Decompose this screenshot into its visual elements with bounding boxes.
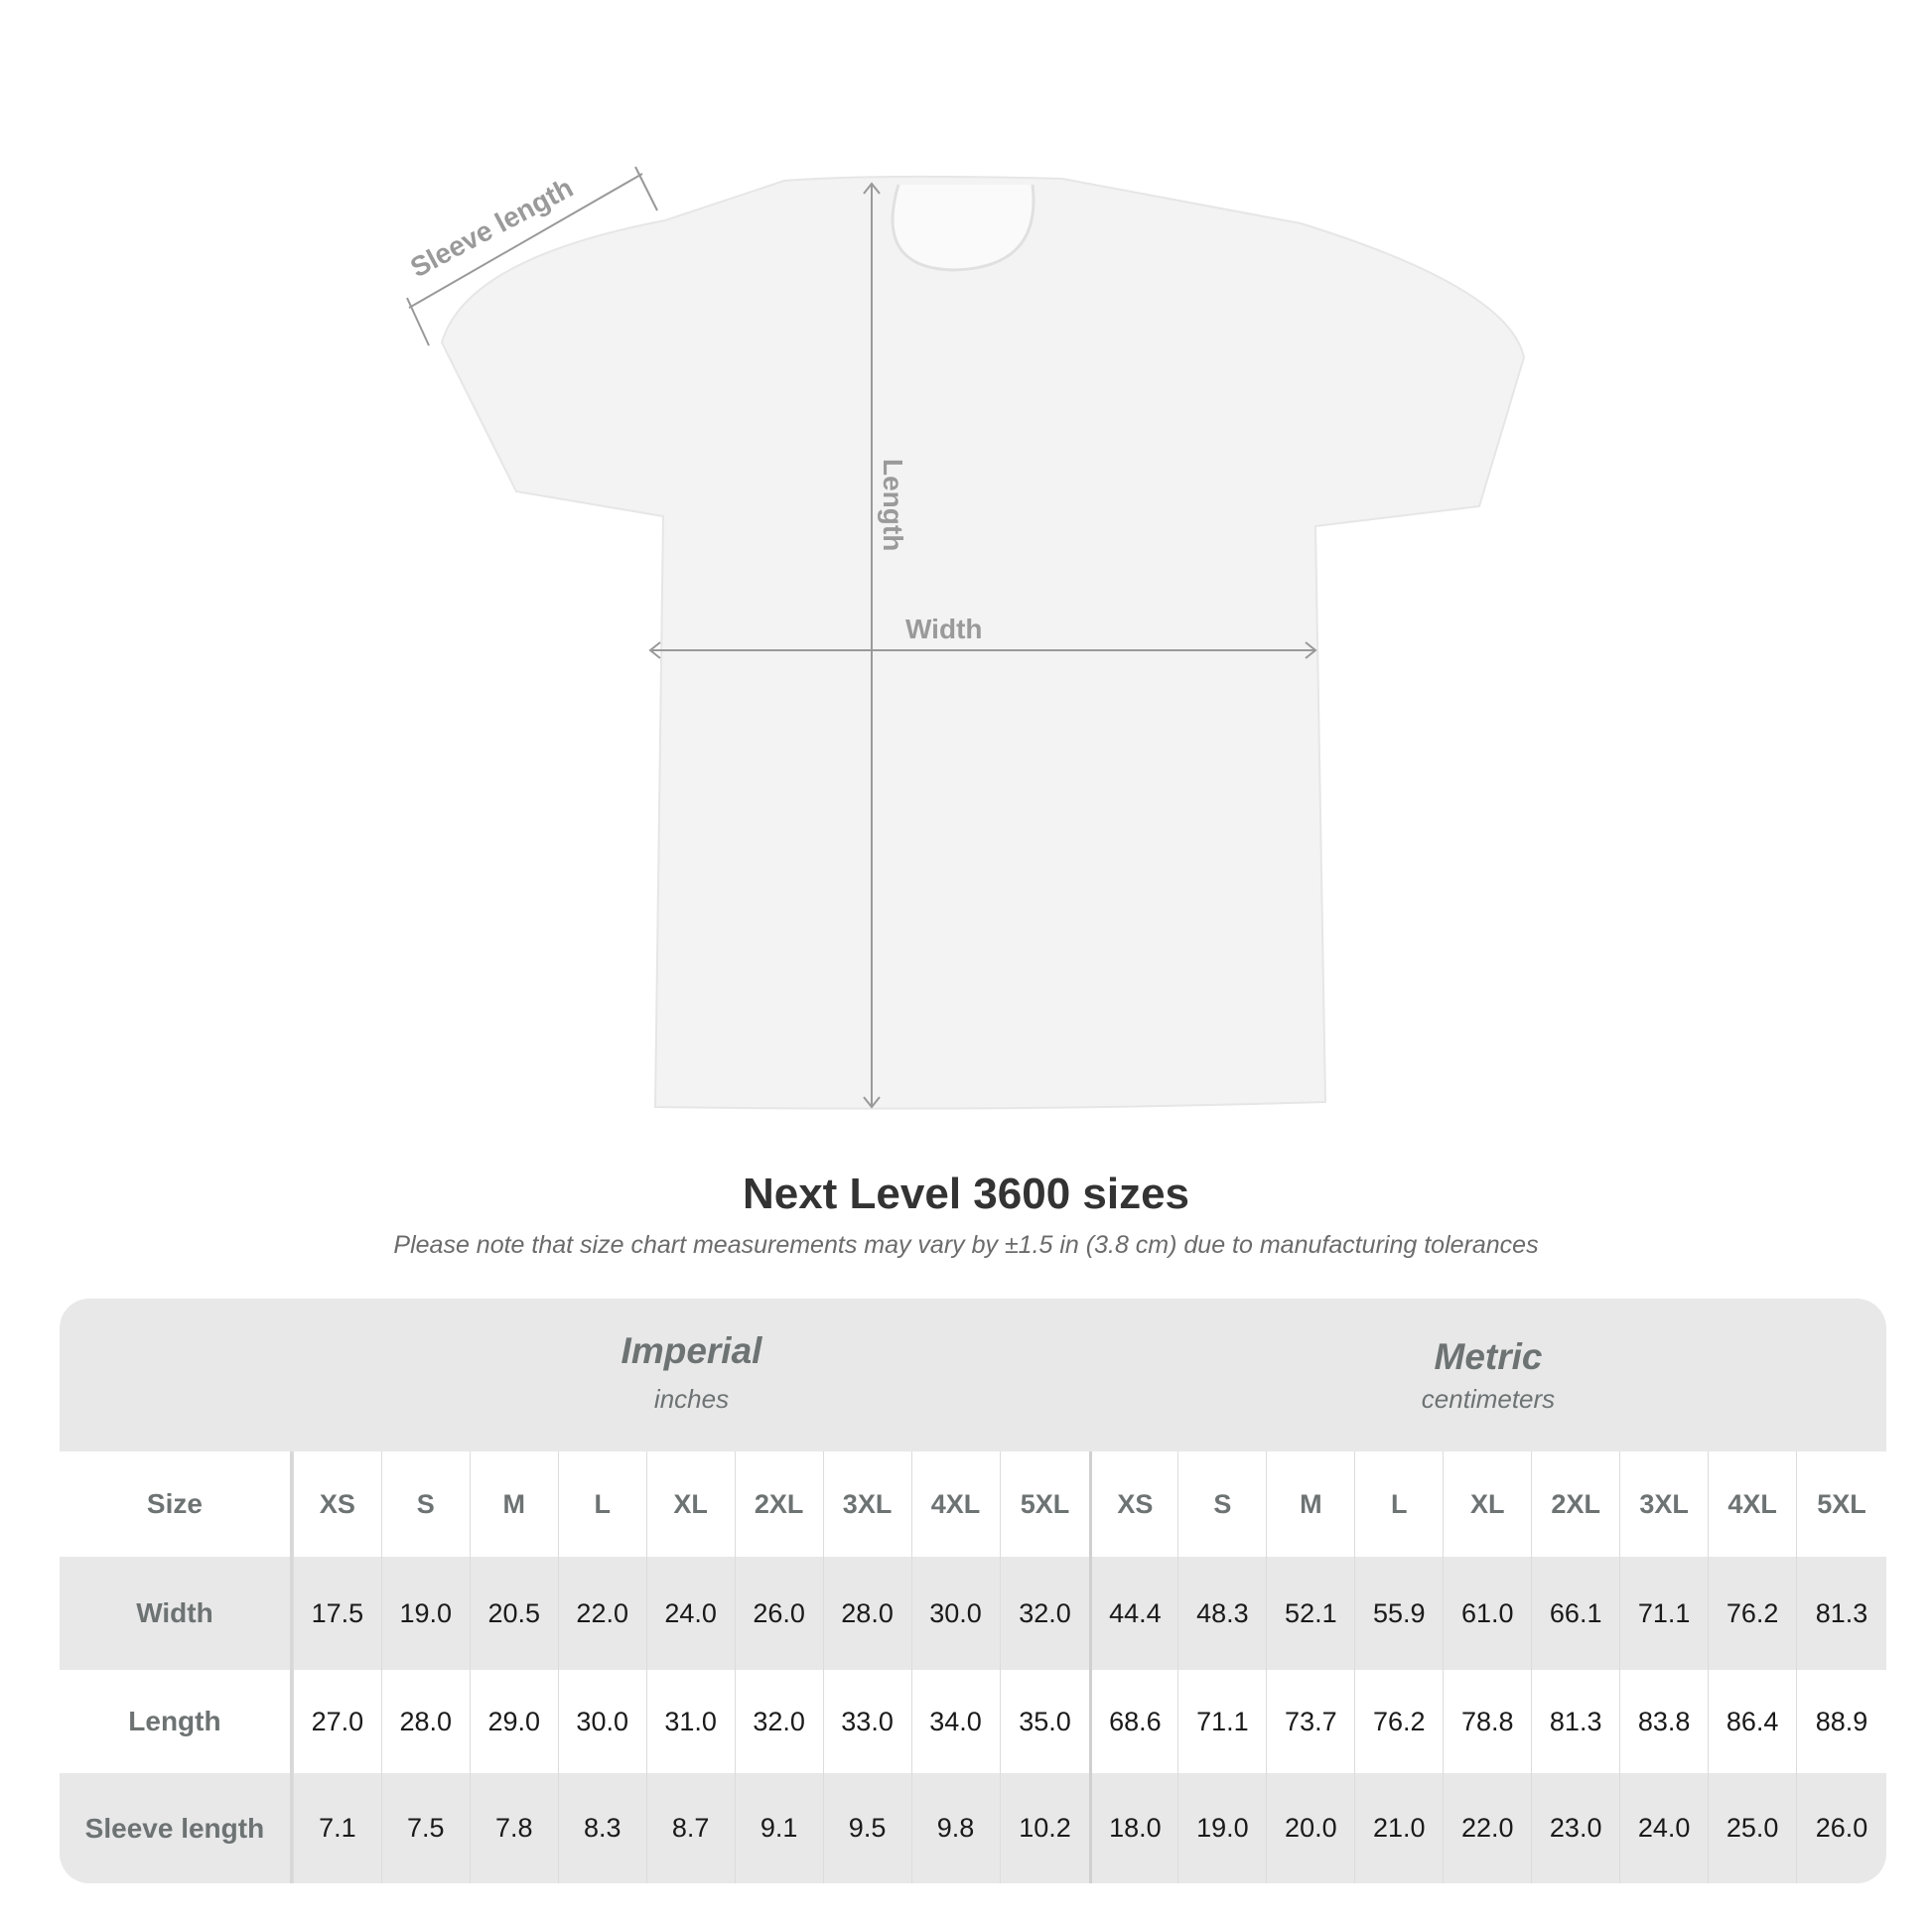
row-label: Sleeve length (60, 1773, 293, 1883)
tolerance-note: Please note that size chart measurements… (393, 1231, 1539, 1259)
metric-unit: centimeters (1421, 1384, 1556, 1414)
tshirt-diagram: Sleeve length Length Width (405, 166, 1526, 1110)
size-header-cell: M (469, 1451, 558, 1557)
metric-value-cell: 24.0 (1619, 1773, 1708, 1883)
width-arrow (648, 641, 1317, 659)
imperial-value-cell: 7.1 (292, 1773, 381, 1883)
metric-value-cell: 19.0 (1177, 1773, 1266, 1883)
metric-value-cell: 22.0 (1443, 1773, 1531, 1883)
imperial-value-cell: 30.0 (557, 1670, 646, 1773)
imperial-value-cell: 8.3 (557, 1773, 646, 1883)
size-table: Imperial inches Metric centimeters Size X… (60, 1299, 1886, 1883)
imperial-value-cell: 9.1 (734, 1773, 823, 1883)
size-header-cell: L (557, 1451, 646, 1557)
row-label: Size (60, 1451, 293, 1557)
imperial-value-cell: 7.8 (469, 1773, 558, 1883)
metric-value-cell: 18.0 (1089, 1773, 1177, 1883)
metric-value-cell: 88.9 (1796, 1670, 1886, 1773)
imperial-value-cell: 26.0 (734, 1557, 823, 1670)
imperial-unit: inches (653, 1384, 730, 1414)
imperial-value-cell: 22.0 (557, 1557, 646, 1670)
page-title: Next Level 3600 sizes (742, 1170, 1190, 1218)
metric-value-cell: 76.2 (1708, 1557, 1796, 1670)
imperial-value-cell: 33.0 (822, 1670, 911, 1773)
row-label: Length (60, 1670, 293, 1773)
metric-value-cell: 68.6 (1089, 1670, 1177, 1773)
row-label: Width (60, 1557, 293, 1670)
imperial-value-cell: 17.5 (292, 1557, 381, 1670)
metric-value-cell: 20.0 (1266, 1773, 1354, 1883)
imperial-value-cell: 28.0 (822, 1557, 911, 1670)
length-arrow (863, 182, 881, 1109)
imperial-value-cell: 35.0 (999, 1670, 1090, 1773)
metric-label: Metric (1434, 1336, 1543, 1377)
metric-value-cell: 76.2 (1354, 1670, 1443, 1773)
imperial-value-cell: 28.0 (380, 1670, 470, 1773)
metric-value-cell: 86.4 (1708, 1670, 1796, 1773)
imperial-value-cell: 9.5 (822, 1773, 911, 1883)
size-header-cell: XS (292, 1451, 381, 1557)
imperial-value-cell: 31.0 (645, 1670, 735, 1773)
metric-value-cell: 26.0 (1796, 1773, 1886, 1883)
tshirt-shape (440, 175, 1526, 1110)
table-row: Width 17.5 19.0 20.5 22.0 24.0 26.0 28.0 30.0 32.… (60, 1557, 1886, 1670)
size-header-cell: 4XL (910, 1451, 1000, 1557)
metric-value-cell: 25.0 (1708, 1773, 1796, 1883)
metric-value-cell: 81.3 (1796, 1557, 1886, 1670)
table-row: Length 27.0 28.0 29.0 30.0 31.0 32.0 33.0 34.0 35… (60, 1670, 1886, 1773)
imperial-label: Imperial (621, 1330, 762, 1371)
metric-value-cell: 81.3 (1531, 1670, 1619, 1773)
length-label: Length (878, 459, 908, 551)
imperial-value-cell: 10.2 (999, 1773, 1090, 1883)
size-header-row: Size XS S M L XL 2XL 3XL 4XL 5XL XS S M L XL 2XL 3XL 4XL 5… (60, 1451, 1886, 1557)
size-header-cell: XL (645, 1451, 735, 1557)
size-header-cell: M (1266, 1451, 1354, 1557)
imperial-value-cell: 9.8 (910, 1773, 1000, 1883)
size-header-cell: 3XL (822, 1451, 911, 1557)
metric-value-cell: 52.1 (1266, 1557, 1354, 1670)
metric-value-cell: 78.8 (1443, 1670, 1531, 1773)
imperial-value-cell: 19.0 (380, 1557, 470, 1670)
metric-header: Metric centimeters (1090, 1299, 1886, 1451)
size-header-cell: 2XL (734, 1451, 823, 1557)
imperial-value-cell: 24.0 (645, 1557, 735, 1670)
metric-value-cell: 55.9 (1354, 1557, 1443, 1670)
imperial-value-cell: 32.0 (999, 1557, 1090, 1670)
metric-value-cell: 83.8 (1619, 1670, 1708, 1773)
metric-value-cell: 73.7 (1266, 1670, 1354, 1773)
metric-value-cell: 21.0 (1354, 1773, 1443, 1883)
metric-value-cell: 66.1 (1531, 1557, 1619, 1670)
metric-value-cell: 71.1 (1177, 1670, 1266, 1773)
metric-value-cell: 23.0 (1531, 1773, 1619, 1883)
imperial-value-cell: 8.7 (645, 1773, 735, 1883)
imperial-value-cell: 29.0 (469, 1670, 558, 1773)
imperial-value-cell: 32.0 (734, 1670, 823, 1773)
size-header-cell: XS (1089, 1451, 1177, 1557)
size-header-cell: 4XL (1708, 1451, 1796, 1557)
imperial-value-cell: 30.0 (910, 1557, 1000, 1670)
size-header-cell: 2XL (1531, 1451, 1619, 1557)
metric-value-cell: 61.0 (1443, 1557, 1531, 1670)
metric-value-cell: 44.4 (1089, 1557, 1177, 1670)
size-header-cell: L (1354, 1451, 1443, 1557)
imperial-value-cell: 34.0 (910, 1670, 1000, 1773)
imperial-value-cell: 20.5 (469, 1557, 558, 1670)
table-row: Sleeve length 7.1 7.5 7.8 8.3 8.7 9.1 9.5 9.8 10.… (60, 1773, 1886, 1883)
imperial-header: Imperial inches (293, 1299, 1090, 1451)
imperial-value-cell: 7.5 (380, 1773, 470, 1883)
size-header-cell: 3XL (1619, 1451, 1708, 1557)
imperial-value-cell: 27.0 (292, 1670, 381, 1773)
size-header-cell: S (380, 1451, 470, 1557)
metric-value-cell: 48.3 (1177, 1557, 1266, 1670)
size-header-cell: 5XL (1796, 1451, 1886, 1557)
size-header-cell: S (1177, 1451, 1266, 1557)
metric-value-cell: 71.1 (1619, 1557, 1708, 1670)
width-label: Width (905, 614, 983, 644)
size-header-cell: 5XL (999, 1451, 1090, 1557)
sleeve-arrow (406, 166, 658, 346)
size-header-cell: XL (1443, 1451, 1531, 1557)
